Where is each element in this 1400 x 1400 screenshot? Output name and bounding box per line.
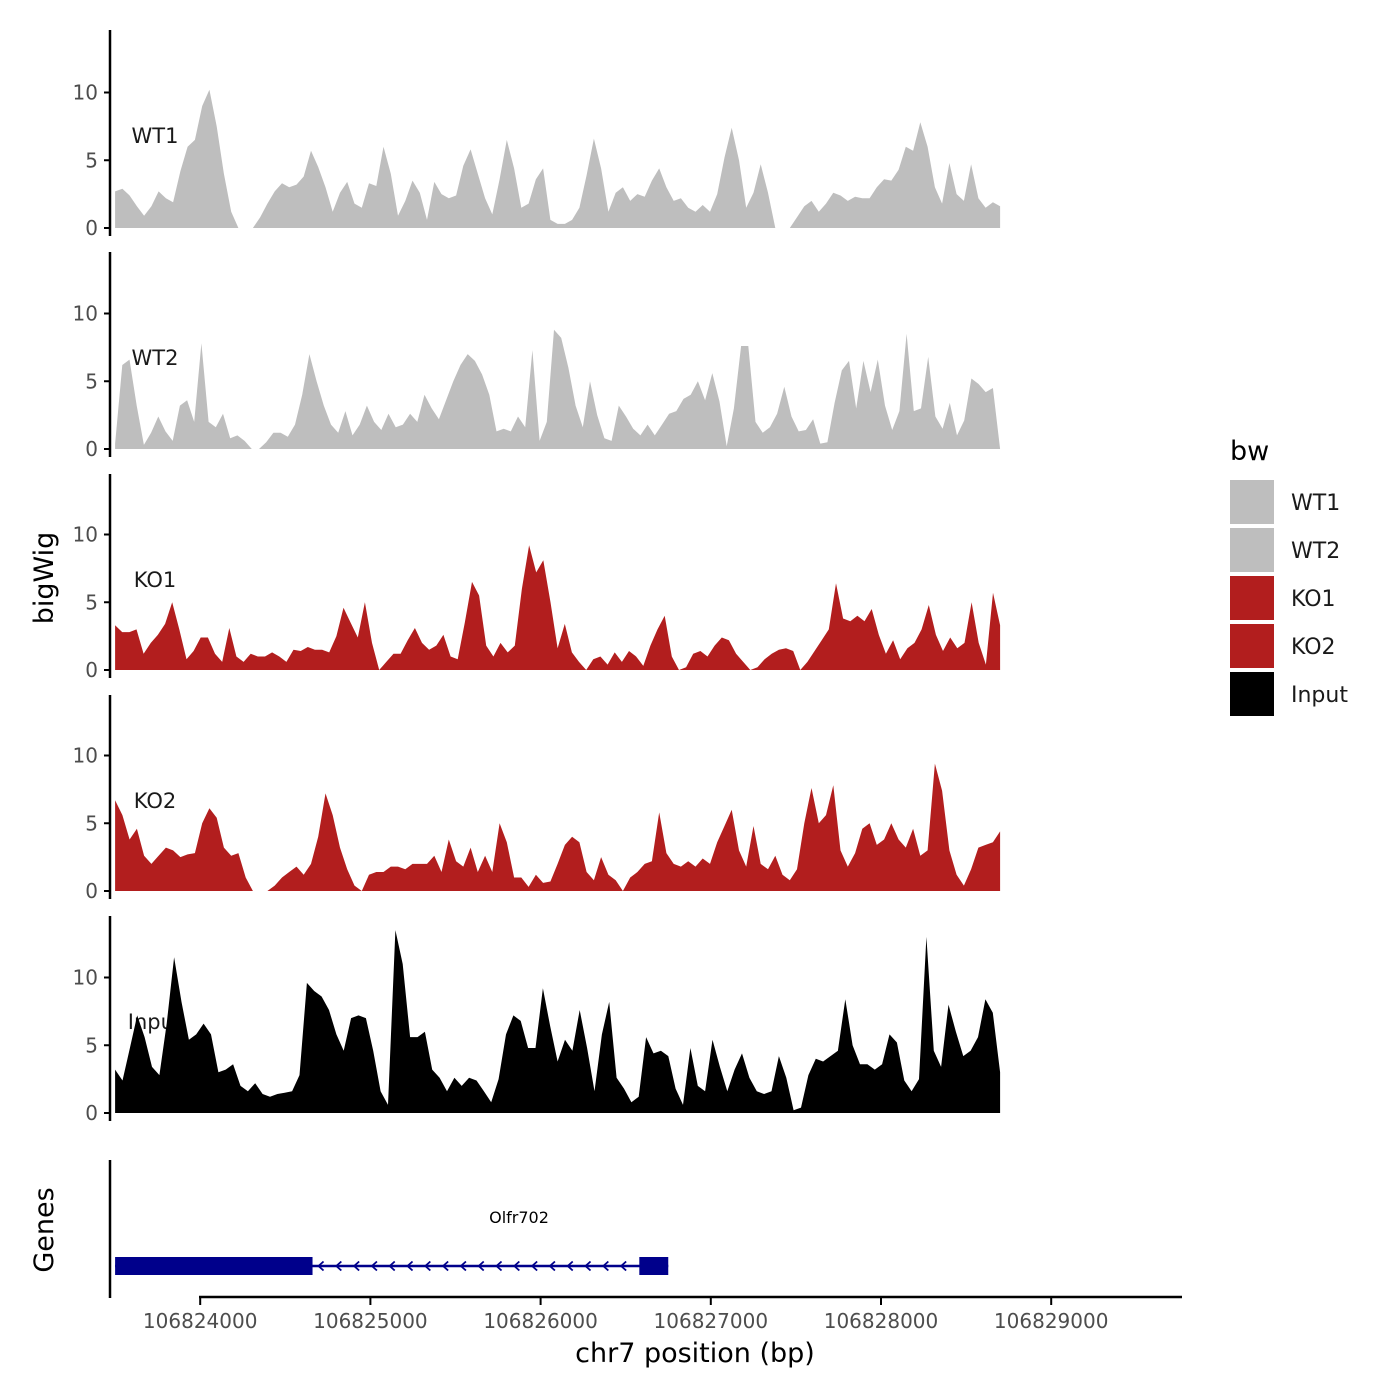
x-tick-label: 106826000: [483, 1309, 598, 1333]
strand-arrow: [423, 1260, 431, 1272]
x-tick-label: 106829000: [994, 1309, 1109, 1333]
legend-swatch-wt2: [1230, 528, 1274, 572]
gene-panel-title: Genes: [29, 1187, 60, 1272]
y-tick-label: 10: [73, 966, 98, 990]
y-tick-label: 0: [85, 1101, 98, 1125]
x-tick-label: 106828000: [824, 1309, 939, 1333]
y-tick-label: 5: [85, 1033, 98, 1057]
strand-arrow: [619, 1260, 627, 1272]
strand-arrow: [370, 1260, 378, 1272]
x-tick-label: 106827000: [654, 1309, 769, 1333]
legend: bw WT1 WT2 KO1 KO2 Input: [1230, 436, 1348, 716]
legend-label-wt1: WT1: [1291, 491, 1340, 516]
y-tick-label: 0: [85, 658, 98, 682]
track-wt1: 0 5 10 WT1: [73, 30, 1001, 240]
legend-swatch-ko1: [1230, 576, 1274, 620]
strand-arrow: [406, 1260, 414, 1272]
track-ko2: 0 5 10 KO2: [73, 695, 1001, 903]
strand-arrow: [584, 1260, 592, 1272]
coverage-area-input: [115, 930, 1001, 1113]
coverage-area-ko1: [115, 545, 1001, 670]
x-axis: 106824000 106825000 106826000 106827000 1068…: [143, 1295, 1182, 1333]
coverage-area-wt2: [115, 329, 1001, 449]
y-tick-label: 10: [73, 523, 98, 547]
legend-swatch-ko2: [1230, 624, 1274, 668]
coverage-area-ko2: [115, 763, 1001, 891]
y-tick-label: 5: [85, 811, 98, 835]
legend-title: bw: [1230, 436, 1269, 467]
y-tick-label: 0: [85, 437, 98, 461]
coverage-area-wt1: [115, 89, 1001, 228]
y-tick-label: 10: [73, 302, 98, 326]
strand-arrow: [566, 1260, 574, 1272]
legend-swatch-input: [1230, 672, 1274, 716]
strand-arrow: [601, 1260, 609, 1272]
track-label: WT2: [132, 346, 179, 370]
strand-arrow: [317, 1260, 325, 1272]
y-tick-label: 10: [73, 744, 98, 768]
gene-panel: Olfr702: [108, 1160, 669, 1298]
y-tick-label: 10: [73, 81, 98, 105]
strand-arrow: [512, 1260, 520, 1272]
y-tick-label: 0: [85, 216, 98, 240]
track-ko1: 0 5 10 KO1: [73, 474, 1001, 682]
strand-arrow: [334, 1260, 342, 1272]
y-tick-label: 5: [85, 148, 98, 172]
legend-swatch-wt1: [1230, 480, 1274, 524]
legend-label-ko1: KO1: [1291, 587, 1336, 612]
gene-name-label: Olfr702: [489, 1208, 549, 1227]
x-tick-label: 106824000: [143, 1309, 258, 1333]
legend-label-wt2: WT2: [1291, 539, 1340, 564]
strand-arrow: [530, 1260, 538, 1272]
strand-arrow: [548, 1260, 556, 1272]
track-label: KO2: [134, 789, 177, 813]
y-axis-title: bigWig: [29, 532, 60, 625]
y-tick-label: 5: [85, 590, 98, 614]
legend-label-input: Input: [1291, 683, 1348, 708]
strand-arrow: [352, 1260, 360, 1272]
legend-label-ko2: KO2: [1291, 635, 1336, 660]
strand-arrow: [441, 1260, 449, 1272]
y-tick-label: 5: [85, 369, 98, 393]
x-tick-label: 106825000: [313, 1309, 428, 1333]
track-wt2: 0 5 10 WT2: [73, 252, 1001, 461]
strand-arrow: [459, 1260, 467, 1272]
strand-arrow: [388, 1260, 396, 1272]
strand-arrow: [495, 1260, 503, 1272]
y-tick-label: 0: [85, 879, 98, 903]
x-axis-title: chr7 position (bp): [575, 1338, 815, 1369]
track-label: WT1: [132, 124, 179, 148]
gene-exon: [115, 1257, 313, 1275]
gene-exon: [639, 1257, 669, 1275]
track-label: KO1: [134, 568, 177, 592]
strand-arrow: [477, 1260, 485, 1272]
